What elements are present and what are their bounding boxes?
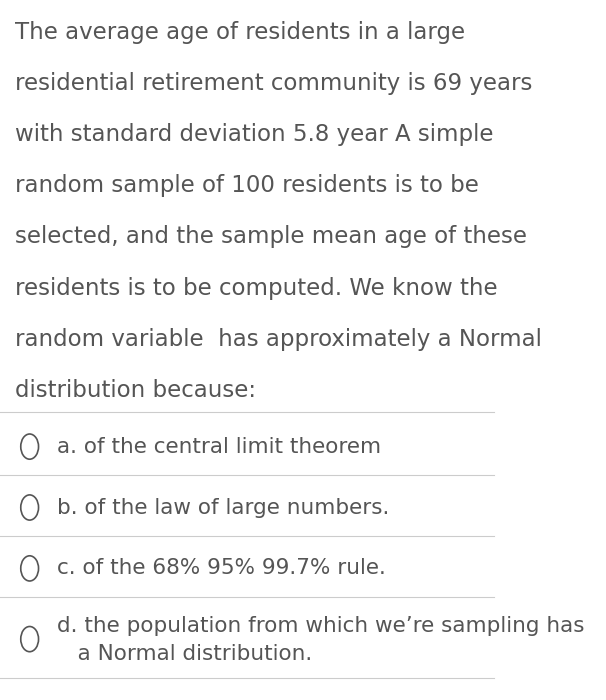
Text: c. of the 68% 95% 99.7% rule.: c. of the 68% 95% 99.7% rule. xyxy=(57,559,385,578)
Text: d. the population from which we’re sampling has: d. the population from which we’re sampl… xyxy=(57,617,584,636)
Text: selected, and the sample mean age of these: selected, and the sample mean age of the… xyxy=(15,225,527,248)
Text: random variable  has approximately a Normal: random variable has approximately a Norm… xyxy=(15,328,542,351)
Text: a Normal distribution.: a Normal distribution. xyxy=(57,644,312,664)
Text: with standard deviation 5.8 year A simple: with standard deviation 5.8 year A simpl… xyxy=(15,123,493,146)
Text: The average age of residents in a large: The average age of residents in a large xyxy=(15,21,465,44)
Text: b. of the law of large numbers.: b. of the law of large numbers. xyxy=(57,498,389,517)
Text: a. of the central limit theorem: a. of the central limit theorem xyxy=(57,437,381,456)
Text: distribution because:: distribution because: xyxy=(15,379,256,402)
Text: residents is to be computed. We know the: residents is to be computed. We know the xyxy=(15,276,498,300)
Text: residential retirement community is 69 years: residential retirement community is 69 y… xyxy=(15,72,532,95)
Text: random sample of 100 residents is to be: random sample of 100 residents is to be xyxy=(15,174,479,197)
